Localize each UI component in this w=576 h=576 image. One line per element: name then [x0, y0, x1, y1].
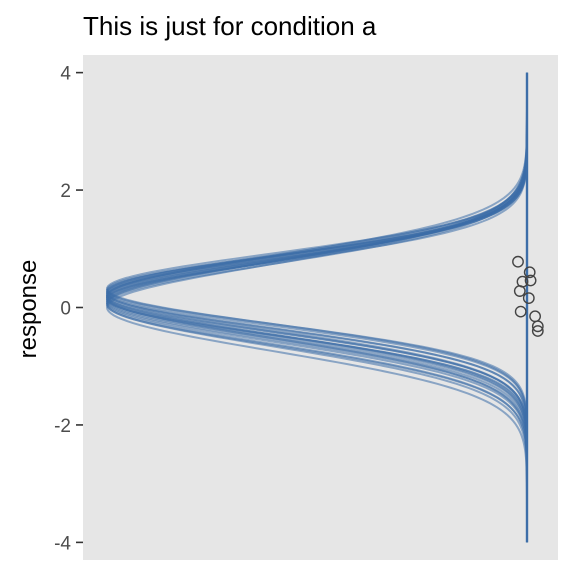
y-tick-label: -2	[54, 416, 71, 437]
y-axis: -4 -2 0 2 4	[54, 64, 83, 554]
observed-point	[512, 255, 524, 268]
y-tick-label: -4	[54, 533, 71, 554]
observed-point	[531, 320, 544, 333]
y-axis-label: response	[15, 260, 42, 359]
observed-point	[523, 266, 536, 279]
y-tick-label: 0	[60, 299, 71, 320]
chart-title: This is just for condition a	[83, 11, 377, 41]
observed-point	[514, 305, 527, 318]
observed-point	[522, 292, 535, 305]
y-tick-label: 4	[60, 64, 71, 85]
observed-point	[531, 325, 544, 337]
y-tick-label: 2	[60, 181, 71, 202]
observed-points	[512, 255, 544, 337]
observed-point	[524, 274, 537, 287]
observed-point	[513, 285, 526, 297]
